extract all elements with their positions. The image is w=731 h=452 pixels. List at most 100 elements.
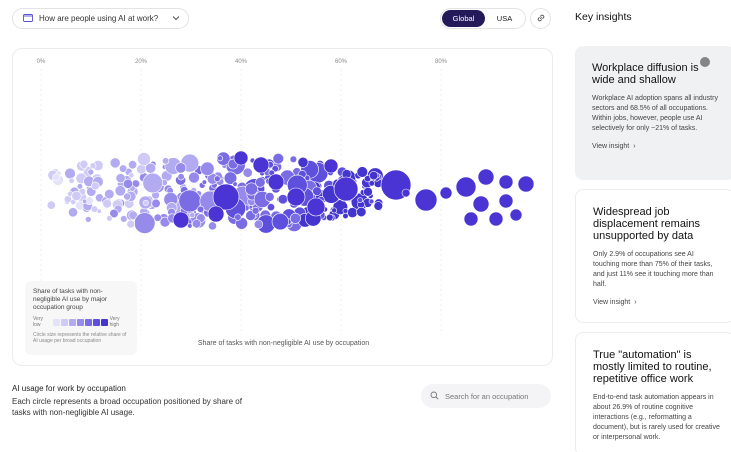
occupation-bubble[interactable] [331, 207, 338, 214]
occupation-bubble[interactable] [115, 173, 126, 184]
insight-card[interactable]: Workplace diffusion is wide and shallow … [575, 46, 731, 180]
occupation-bubble[interactable] [82, 198, 88, 204]
occupation-bubble[interactable] [128, 160, 138, 170]
occupation-bubble[interactable] [232, 181, 238, 187]
occupation-bubble[interactable] [356, 206, 367, 218]
occupation-bubble[interactable] [192, 219, 202, 229]
insight-card[interactable]: Widespread job displacement remains unsu… [575, 189, 731, 323]
occupation-bubble[interactable] [214, 175, 221, 183]
occupation-bubble[interactable] [252, 156, 270, 174]
occupation-bubble[interactable] [52, 173, 61, 182]
occupation-bubble[interactable] [255, 177, 266, 188]
occupation-bubble[interactable] [356, 166, 368, 178]
occupation-bubble[interactable] [346, 207, 358, 218]
occupation-bubble[interactable] [297, 156, 309, 168]
occupation-bubble[interactable] [245, 182, 259, 196]
occupation-bubble[interactable] [114, 185, 126, 197]
occupation-bubble[interactable] [137, 152, 151, 166]
occupation-bubble[interactable] [90, 205, 99, 213]
occupation-bubble[interactable] [251, 206, 260, 215]
occupation-bubble[interactable] [326, 213, 334, 222]
occupation-bubble[interactable] [76, 183, 83, 190]
occupation-bubble[interactable] [401, 188, 411, 198]
occupation-bubble[interactable] [439, 186, 453, 200]
occupation-bubble[interactable] [200, 161, 215, 176]
occupation-bubble[interactable] [306, 197, 326, 217]
occupation-bubble[interactable] [357, 197, 363, 203]
scope-global-button[interactable]: Global [442, 10, 485, 27]
occupation-bubble[interactable] [323, 158, 339, 174]
occupation-bubble[interactable] [175, 162, 187, 174]
occupation-bubble[interactable] [498, 193, 514, 209]
occupation-bubble[interactable] [289, 155, 298, 164]
topic-dropdown[interactable]: How are people using AI at work? [12, 8, 189, 29]
occupation-bubble[interactable] [142, 199, 149, 206]
occupation-bubble[interactable] [477, 168, 495, 186]
insight-card[interactable]: True "automation" is mostly limited to r… [575, 332, 731, 452]
occupation-bubble[interactable] [109, 157, 121, 169]
occupation-bubble[interactable] [126, 219, 136, 229]
occupation-bubble[interactable] [188, 171, 200, 184]
occupation-bubble[interactable] [233, 150, 249, 166]
occupation-bubble[interactable] [517, 175, 535, 193]
occupation-bubble[interactable] [172, 211, 190, 229]
occupation-bubble[interactable] [187, 223, 193, 229]
occupation-bubble[interactable] [46, 200, 56, 210]
occupation-bubble[interactable] [369, 170, 379, 181]
scope-usa-button[interactable]: USA [496, 14, 513, 23]
share-link-button[interactable] [530, 8, 551, 29]
occupation-bubble[interactable] [87, 168, 95, 176]
occupation-bubble[interactable] [153, 213, 162, 222]
occupation-bubble[interactable] [234, 213, 242, 221]
occupation-bubble[interactable] [118, 164, 128, 173]
occupation-bubble[interactable] [267, 203, 276, 212]
occupation-bubble[interactable] [267, 173, 285, 191]
occupation-bubble[interactable] [472, 195, 490, 213]
view-insight-link[interactable]: View insight › [593, 299, 722, 306]
occupation-bubble[interactable] [120, 215, 128, 223]
occupation-bubble[interactable] [207, 205, 225, 223]
occupation-bubble[interactable] [151, 198, 161, 208]
occupation-bubble[interactable] [488, 211, 504, 227]
occupation-bubble[interactable] [363, 187, 373, 197]
occupation-bubble[interactable] [142, 172, 163, 194]
occupation-bubble[interactable] [373, 201, 383, 211]
occupation-bubble[interactable] [123, 192, 132, 201]
occupation-bubble[interactable] [223, 171, 238, 185]
occupation-bubble[interactable] [509, 208, 523, 222]
occupation-bubble[interactable] [104, 189, 115, 200]
occupation-bubble[interactable] [79, 159, 89, 169]
occupation-bubble[interactable] [253, 219, 264, 229]
occupation-bubble[interactable] [106, 215, 113, 222]
occupation-bubble[interactable] [189, 212, 196, 219]
occupation-bubble[interactable] [71, 190, 82, 201]
occupation-bubble[interactable] [162, 157, 170, 165]
occupation-bubble[interactable] [133, 212, 156, 234]
occupation-bubble[interactable] [277, 194, 289, 205]
occupation-bubble[interactable] [242, 167, 253, 178]
occupation-bubble[interactable] [208, 221, 217, 231]
occupation-bubble[interactable] [498, 174, 514, 190]
view-insight-link[interactable]: View insight › [592, 143, 723, 150]
occupation-bubble[interactable] [91, 181, 100, 191]
occupation-bubble[interactable] [85, 216, 92, 223]
occupation-bubble[interactable] [68, 177, 75, 184]
occupation-bubble[interactable] [414, 188, 438, 212]
occupation-bubble[interactable] [128, 172, 135, 179]
occupation-bubble[interactable] [217, 155, 223, 162]
occupation-bubble[interactable] [264, 192, 275, 202]
occupation-bubble[interactable] [136, 163, 147, 175]
occupation-bubble[interactable] [289, 212, 301, 224]
occupation-bubble[interactable] [123, 178, 134, 189]
occupation-bubble[interactable] [177, 173, 185, 181]
occupation-bubble[interactable] [463, 211, 479, 227]
occupation-bubble[interactable] [333, 176, 359, 202]
occupation-bubble[interactable] [368, 198, 375, 205]
occupation-bubble[interactable] [455, 176, 477, 198]
occupation-search-input[interactable]: Search for an occupation [421, 384, 551, 408]
occupation-bubble[interactable] [102, 199, 112, 209]
occupation-bubble[interactable] [89, 162, 97, 169]
occupation-bubble[interactable] [201, 179, 207, 185]
occupation-bubble[interactable] [197, 205, 205, 213]
occupation-bubble[interactable] [286, 187, 306, 207]
